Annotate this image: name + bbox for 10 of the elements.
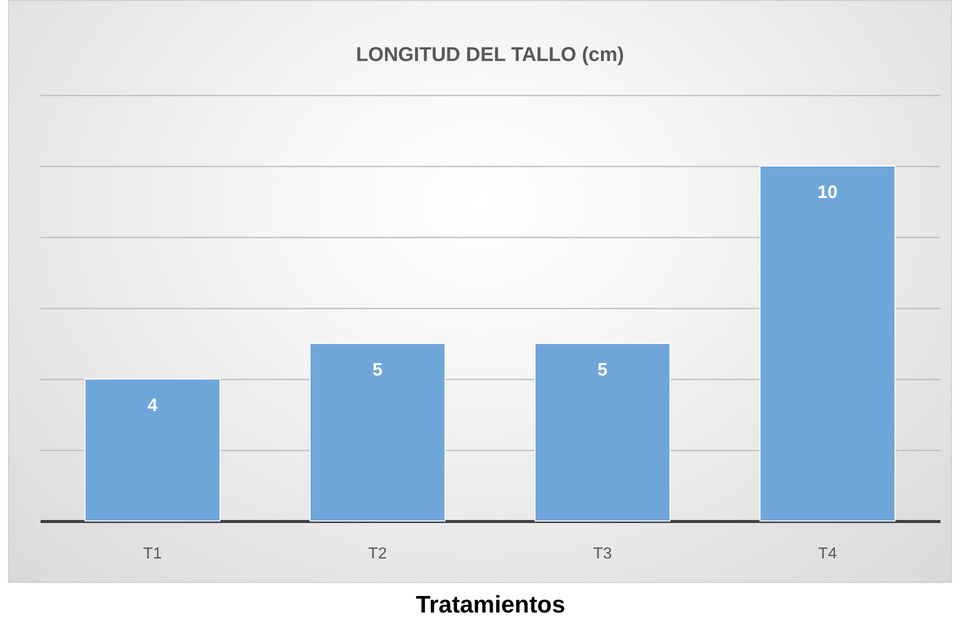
x-tick-label: T3 xyxy=(593,546,612,562)
data-label: 10 xyxy=(817,182,838,202)
chart-title: LONGITUD DEL TALLO (cm) xyxy=(356,44,624,66)
data-label: 4 xyxy=(147,395,158,415)
x-tick-label: T2 xyxy=(368,546,387,562)
data-label: 5 xyxy=(372,360,383,380)
data-label: 5 xyxy=(597,360,608,380)
x-axis-title: Tratamientos xyxy=(416,592,566,618)
x-tick-label: T4 xyxy=(818,546,837,562)
x-tick-label: T1 xyxy=(143,546,162,562)
